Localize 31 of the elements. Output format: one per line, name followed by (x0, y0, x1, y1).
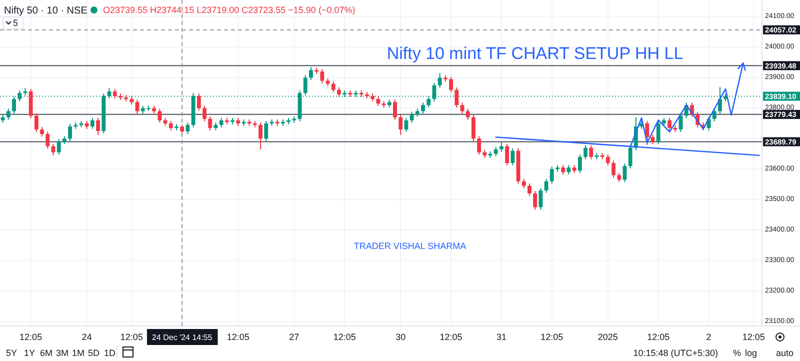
x-tick-label: 12:05 (742, 332, 765, 342)
text: 1Y (24, 348, 36, 358)
x-tick-label: 31 (496, 332, 506, 342)
text: 5D (88, 348, 100, 358)
x-tick-label: 12:05 (20, 332, 42, 342)
text: log (745, 348, 758, 358)
annotation: TRADER VISHAL SHARMA (354, 241, 466, 252)
x-tick-label: 12:05 (226, 332, 250, 342)
text: 6M (40, 348, 53, 358)
text: 3M (56, 348, 69, 358)
text: 1D (104, 348, 116, 358)
x-tick-label: 2025 (598, 332, 618, 342)
text: % (733, 348, 742, 358)
text: 10:15:48 (UTC+5:30) (633, 348, 718, 358)
text: 1M (72, 348, 85, 358)
x-tick-label: 12:05 (120, 332, 143, 342)
annotation: O23739.55 H23744.15 L23719.00 C23723.55 −15.90 (−0.07%) (103, 5, 356, 16)
annotation: 5 (13, 18, 18, 28)
x-tick-label: 12:05 (333, 332, 356, 342)
annotation: Nifty 50 · 10 · NSE (4, 6, 88, 16)
text: 5Y (6, 348, 18, 358)
x-tick-label: 12:05 (540, 332, 564, 342)
x-tick-label: 24 (82, 332, 92, 342)
x-tick-label: 27 (289, 332, 300, 342)
x-tick-label: 12:05 (440, 332, 462, 342)
x-tick-label: 30 (396, 332, 406, 342)
text: auto (776, 348, 794, 358)
x-tick-label: 2 (706, 332, 712, 342)
x-tick-label: 12:05 (647, 332, 670, 342)
x-tick-label: 24 Dec '24 14:55 (152, 332, 213, 342)
text: Nifty 10 mint TF CHART SETUP HH LL (386, 44, 684, 63)
